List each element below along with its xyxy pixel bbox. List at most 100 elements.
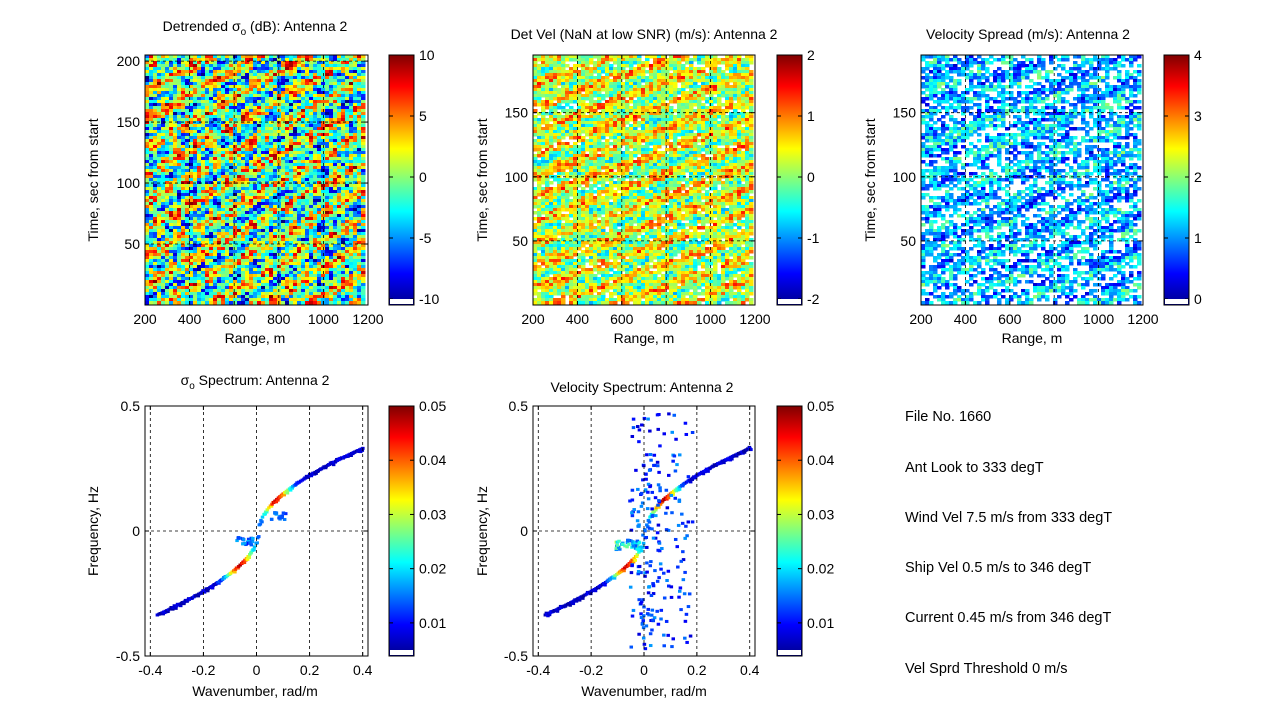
heatmap-cell bbox=[169, 100, 174, 104]
heatmap-cell bbox=[321, 238, 326, 242]
colorbar-nan-strip bbox=[390, 299, 413, 304]
heatmap-cell bbox=[361, 235, 366, 239]
heatmap-cell bbox=[241, 139, 246, 143]
heatmap-cell bbox=[153, 295, 158, 299]
heatmap-cell bbox=[309, 58, 314, 62]
heatmap-cell bbox=[269, 67, 274, 71]
heatmap-cell bbox=[329, 121, 334, 125]
heatmap-cell bbox=[185, 70, 190, 74]
heatmap-cell bbox=[193, 262, 198, 266]
heatmap-cell bbox=[153, 193, 158, 197]
heatmap-cell bbox=[221, 127, 226, 131]
heatmap-cell bbox=[189, 151, 194, 155]
heatmap-cell bbox=[357, 58, 362, 62]
heatmap-cell bbox=[353, 292, 358, 296]
heatmap-cell bbox=[241, 226, 246, 230]
heatmap-cell bbox=[189, 277, 194, 281]
heatmap-cell bbox=[329, 238, 334, 242]
heatmap-cell bbox=[349, 286, 354, 290]
heatmap-cell bbox=[169, 76, 174, 80]
heatmap-cell bbox=[281, 277, 286, 281]
heatmap-cell bbox=[289, 283, 294, 287]
heatmap-cell bbox=[253, 73, 258, 77]
heatmap-cell bbox=[177, 106, 182, 110]
heatmap-cell bbox=[301, 169, 306, 173]
heatmap-cell bbox=[293, 115, 298, 119]
heatmap-cell bbox=[361, 76, 366, 80]
heatmap-cell bbox=[269, 64, 274, 68]
heatmap-cell bbox=[265, 73, 270, 77]
heatmap-cell bbox=[241, 169, 246, 173]
heatmap-cell bbox=[337, 190, 342, 194]
heatmap-cell bbox=[229, 97, 234, 101]
heatmap-cell bbox=[281, 133, 286, 137]
heatmap-cell bbox=[285, 256, 290, 260]
heatmap-cell bbox=[217, 163, 222, 167]
heatmap-cell bbox=[641, 73, 646, 77]
heatmap-cell bbox=[265, 208, 270, 212]
heatmap-cell bbox=[289, 214, 294, 218]
heatmap-cell bbox=[273, 286, 278, 290]
heatmap-cell bbox=[245, 178, 250, 182]
heatmap-cell bbox=[185, 178, 190, 182]
heatmap-cell bbox=[621, 73, 626, 77]
heatmap-cell bbox=[349, 217, 354, 221]
x-tick-label: 200 bbox=[133, 311, 157, 327]
heatmap-cell bbox=[197, 55, 202, 59]
heatmap-cell bbox=[261, 262, 266, 266]
heatmap-cell bbox=[301, 58, 306, 62]
heatmap-cell bbox=[297, 175, 302, 179]
heatmap-cell bbox=[225, 208, 230, 212]
heatmap-cell bbox=[197, 100, 202, 104]
heatmap-cell bbox=[233, 91, 238, 95]
heatmap-cell bbox=[233, 124, 238, 128]
heatmap-cell bbox=[329, 211, 334, 215]
heatmap-cell bbox=[361, 133, 366, 137]
heatmap-cell bbox=[213, 55, 218, 59]
heatmap-cell bbox=[305, 130, 310, 134]
heatmap-cell bbox=[673, 64, 678, 68]
heatmap-cell bbox=[261, 274, 266, 278]
heatmap-cell bbox=[273, 226, 278, 230]
heatmap-cell bbox=[189, 88, 194, 92]
heatmap-cell bbox=[273, 271, 278, 275]
heatmap-cell bbox=[281, 280, 286, 284]
heatmap-cell bbox=[333, 274, 338, 278]
heatmap-cell bbox=[189, 58, 194, 62]
heatmap-cell bbox=[241, 79, 246, 83]
heatmap-cell bbox=[197, 88, 202, 92]
heatmap-cell bbox=[149, 187, 154, 191]
heatmap-cell bbox=[161, 142, 166, 146]
heatmap-cell bbox=[241, 235, 246, 239]
heatmap-cell bbox=[357, 301, 362, 305]
heatmap-cell bbox=[193, 64, 198, 68]
heatmap-cell bbox=[357, 115, 362, 119]
heatmap-cell bbox=[189, 274, 194, 278]
heatmap-cell bbox=[357, 91, 362, 95]
heatmap-cell bbox=[345, 115, 350, 119]
heatmap-cell bbox=[301, 112, 306, 116]
heatmap-cell bbox=[201, 247, 206, 251]
heatmap-cell bbox=[289, 265, 294, 269]
heatmap-cell bbox=[717, 58, 722, 62]
heatmap-cell bbox=[145, 94, 150, 98]
heatmap-cell bbox=[181, 118, 186, 122]
heatmap-cell bbox=[273, 130, 278, 134]
heatmap-cell bbox=[221, 58, 226, 62]
heatmap-cell bbox=[281, 250, 286, 254]
heatmap-cell bbox=[285, 241, 290, 245]
heatmap-cell bbox=[173, 58, 178, 62]
heatmap-cell bbox=[325, 70, 330, 74]
heatmap-cell bbox=[225, 115, 230, 119]
heatmap-cell bbox=[209, 118, 214, 122]
heatmap-cell bbox=[177, 223, 182, 227]
heatmap-cell bbox=[225, 172, 230, 176]
heatmap-cell bbox=[325, 277, 330, 281]
heatmap-cell bbox=[265, 79, 270, 83]
heatmap-cell bbox=[349, 271, 354, 275]
heatmap-cell bbox=[161, 91, 166, 95]
heatmap-cell bbox=[289, 94, 294, 98]
heatmap-cell bbox=[253, 79, 258, 83]
heatmap-cell bbox=[349, 133, 354, 137]
heatmap-cell bbox=[165, 208, 170, 212]
